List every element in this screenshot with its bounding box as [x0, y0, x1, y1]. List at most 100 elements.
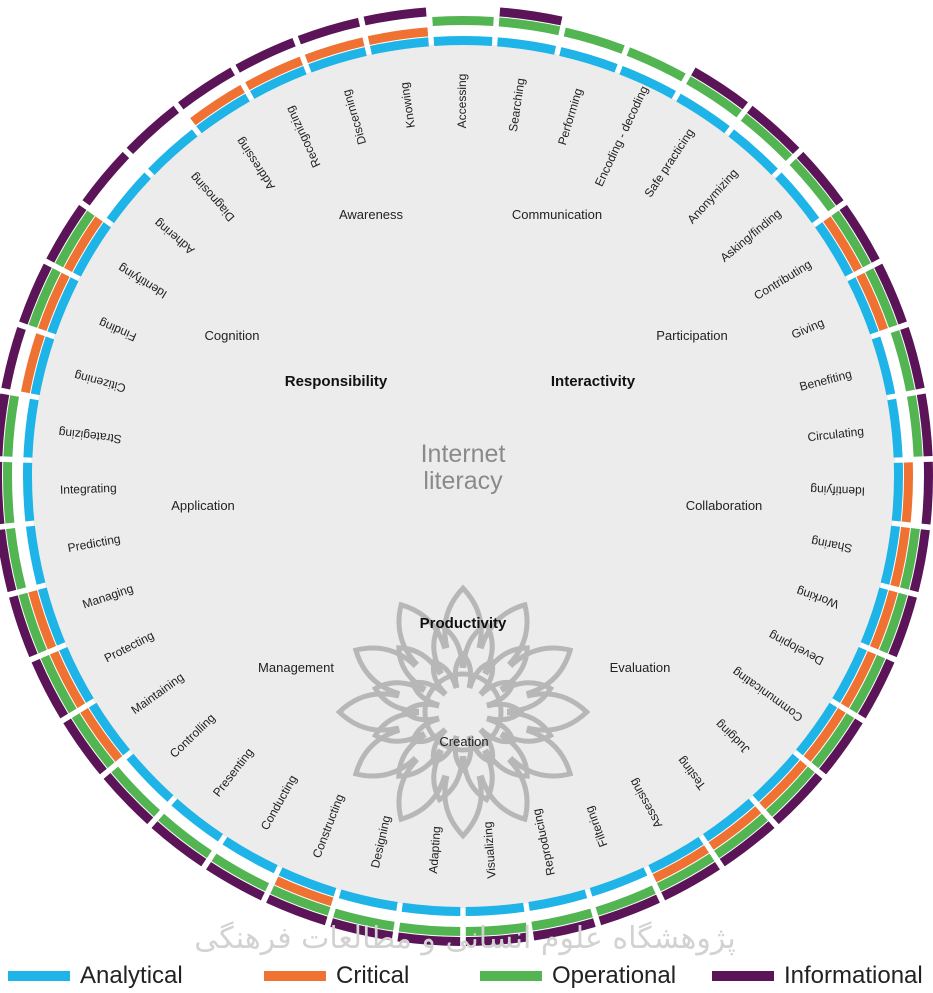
- category-application: Application: [171, 498, 235, 513]
- category-labels: Internet literacy Responsibility Interac…: [171, 207, 762, 749]
- ornament-petal: [500, 710, 555, 744]
- ring-segment-operational: [465, 922, 528, 936]
- legend-swatch-informational: [712, 971, 774, 981]
- ring-segment-analytical: [676, 93, 730, 134]
- category-management: Management: [258, 660, 334, 675]
- ring-segment-informational: [857, 658, 895, 719]
- ring-segment-analytical: [338, 889, 398, 911]
- ring-segment-operational: [740, 113, 793, 161]
- ring-segment-informational: [206, 862, 265, 901]
- ring-segment-critical: [367, 27, 429, 45]
- ring-segment-critical: [274, 876, 334, 907]
- ring-segment-operational: [766, 766, 815, 817]
- ring-segment-operational: [55, 210, 95, 268]
- ring-segment-operational: [563, 27, 625, 54]
- ring-segment-critical: [28, 590, 57, 650]
- ring-segment-operational: [890, 330, 915, 392]
- ring-segment-analytical: [278, 867, 337, 897]
- ring-segment-informational: [363, 7, 427, 26]
- legend-item-informational: Informational: [712, 962, 923, 989]
- ring-segment-operational: [28, 268, 61, 328]
- ring-segment-operational: [849, 654, 886, 714]
- ring-segment-operational: [498, 17, 561, 36]
- ring-segment-operational: [18, 592, 47, 654]
- ring-segment-operational: [906, 395, 923, 457]
- ring-segment-critical: [64, 216, 103, 272]
- ring-segment-critical: [20, 333, 45, 394]
- ring-segment-analytical: [703, 798, 755, 842]
- ring-segment-operational: [398, 922, 461, 936]
- legend-label-analytical: Analytical: [80, 962, 183, 989]
- ring-segment-operational: [879, 592, 908, 654]
- ring-segment-informational: [0, 393, 10, 457]
- ornament-petal: [396, 732, 443, 779]
- ring-segment-informational: [661, 862, 720, 901]
- ornament-petal: [461, 749, 495, 804]
- ring-segment-operational: [333, 908, 395, 931]
- internet-literacy-wheel: Accessing Searching Performing Encoding - d…: [0, 7, 933, 956]
- ring-segment-informational: [126, 105, 180, 155]
- category-awareness: Awareness: [339, 207, 404, 222]
- ring-segment-operational: [789, 158, 836, 212]
- ring-segment-operational: [211, 853, 270, 892]
- ring-segment-informational: [0, 529, 17, 593]
- ring-segment-analytical: [23, 398, 39, 458]
- ring-segment-informational: [19, 263, 52, 325]
- ring-segment-operational: [811, 713, 855, 769]
- ring-segment-informational: [151, 821, 207, 867]
- ring-segment-informational: [46, 204, 87, 263]
- ornament-petal: [500, 680, 555, 714]
- category-evaluation: Evaluation: [610, 660, 671, 675]
- legend-swatch-critical: [264, 971, 326, 981]
- ornament-petal: [461, 620, 495, 675]
- ring-segment-operational: [595, 885, 656, 916]
- category-participation: Participation: [656, 328, 728, 343]
- ring-segment-informational: [178, 67, 235, 110]
- ornament-petal: [371, 710, 426, 744]
- ring-segment-analytical: [559, 47, 618, 73]
- ornament-petal: [396, 645, 443, 692]
- ring-segment-analytical: [752, 753, 800, 802]
- ring-segment-operational: [111, 766, 160, 817]
- ring-segment-informational: [397, 932, 461, 946]
- ring-segment-informational: [888, 595, 917, 658]
- ring-segment-informational: [330, 918, 394, 941]
- ring-segment-analytical: [171, 798, 223, 842]
- ring-segment-analytical: [528, 889, 588, 911]
- watermark-text: پژوهشگاه علوم انسانی و مطالعات فرهنگی: [194, 921, 736, 956]
- ring-segment-informational: [900, 326, 925, 390]
- ring-segment-analytical: [795, 702, 838, 756]
- legend-item-operational: Operational: [480, 962, 676, 989]
- skill-label: Visualizing: [481, 821, 499, 879]
- ring-segment-critical: [652, 845, 709, 883]
- ring-segment-critical: [38, 272, 70, 332]
- ring-segment-analytical: [891, 462, 904, 522]
- ring-segment-critical: [856, 272, 888, 332]
- dimension-interactivity: Interactivity: [551, 373, 636, 390]
- ring-segment-analytical: [196, 93, 250, 134]
- ring-segment-critical: [759, 760, 808, 810]
- ring-segment-operational: [656, 853, 715, 892]
- ring-segment-analytical: [25, 525, 46, 585]
- ring-segment-analytical: [37, 587, 66, 646]
- skill-label: Integrating: [60, 481, 117, 497]
- legend: Analytical Critical Operational Informat…: [0, 958, 933, 993]
- ring-segment-informational: [921, 461, 933, 525]
- ring-segment-analytical: [880, 525, 901, 585]
- ring-segment-critical: [869, 590, 898, 650]
- ring-segment-analytical: [148, 129, 198, 175]
- ring-segment-informational: [598, 894, 660, 926]
- ring-segment-operational: [626, 47, 686, 82]
- ring-segment-informational: [819, 718, 863, 775]
- ring-segment-informational: [63, 718, 107, 775]
- ring-segment-analytical: [222, 836, 278, 874]
- legend-label-informational: Informational: [784, 962, 923, 989]
- legend-swatch-analytical: [8, 971, 70, 981]
- ring-segment-operational: [158, 813, 212, 859]
- ring-segment-operational: [531, 908, 593, 931]
- ring-segment-operational: [900, 528, 920, 590]
- ring-segment-operational: [865, 268, 898, 328]
- ornament-petal: [483, 732, 530, 779]
- ring-segment-analytical: [30, 336, 55, 396]
- ring-segment-analytical: [47, 277, 79, 335]
